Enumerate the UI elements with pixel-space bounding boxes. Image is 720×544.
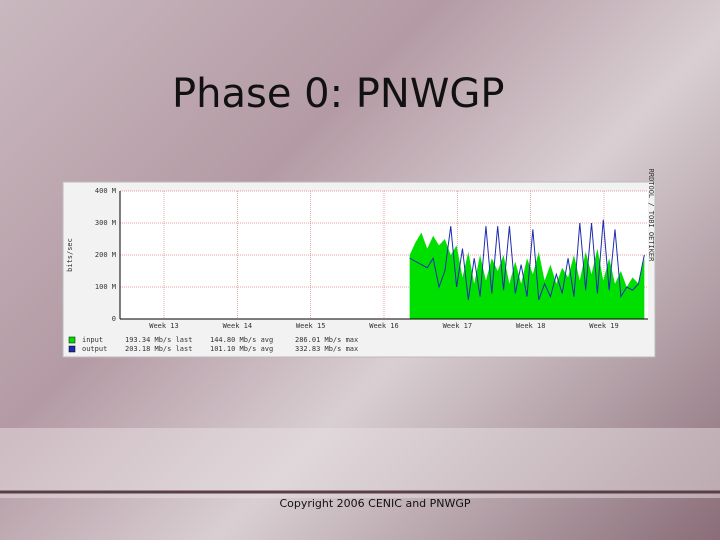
footer: Copyright 2006 CENIC and PNWGP [279,497,470,510]
x-tick-label: Week 15 [296,322,326,330]
y-axis-label: bits/sec [66,238,74,272]
legend-swatch [68,336,76,344]
y-tick-label: 0 [112,315,116,323]
legend-stat: 332.83 Mb/s max [295,345,358,353]
x-tick-label: Week 16 [369,322,399,330]
x-tick-label: Week 14 [223,322,253,330]
x-tick-label: Week 17 [443,322,473,330]
x-tick-label: Week 18 [516,322,546,330]
x-tick-label: Week 19 [589,322,619,330]
watermark: RRDTOOL / TOBI OETIKER [647,169,655,263]
legend-stat: 193.34 Mb/s last [125,336,192,344]
legend-stat: 203.18 Mb/s last [125,345,192,353]
legend-stat: 144.80 Mb/s avg [210,336,273,344]
slide-title: Phase 0: PNWGP [172,71,505,117]
legend-name: output [82,345,107,353]
y-tick-label: 200 M [95,251,116,259]
legend-stat: 286.01 Mb/s max [295,336,358,344]
y-tick-label: 400 M [95,187,116,195]
y-tick-label: 100 M [95,283,116,291]
legend-swatch [68,345,76,353]
output-line [409,219,645,300]
legend-name: input [82,336,103,344]
x-tick-label: Week 13 [149,322,179,330]
band [0,428,720,498]
y-tick-label: 300 M [95,219,116,227]
legend-stat: 101.10 Mb/s avg [210,345,273,353]
